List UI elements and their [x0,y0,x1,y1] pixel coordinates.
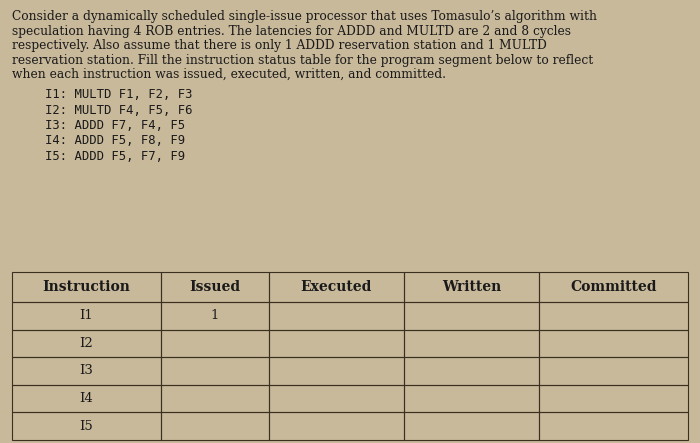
Text: I5: I5 [80,420,93,433]
Text: when each instruction was issued, executed, written, and committed.: when each instruction was issued, execut… [12,68,446,81]
Bar [269,357,404,385]
Bar [539,330,688,357]
Text: Issued: Issued [189,280,240,294]
Bar [12,302,161,330]
Bar [539,272,688,302]
Bar [161,302,269,330]
Bar [404,385,539,412]
Text: I2: I2 [80,337,93,350]
Bar [12,330,161,357]
Bar [12,357,161,385]
Bar [161,330,269,357]
Bar [539,412,688,440]
Text: I1: MULTD F1, F2, F3: I1: MULTD F1, F2, F3 [45,88,193,101]
Text: speculation having 4 ROB entries. The latencies for ADDD and MULTD are 2 and 8 c: speculation having 4 ROB entries. The la… [12,24,571,38]
Text: I5: ADDD F5, F7, F9: I5: ADDD F5, F7, F9 [45,150,185,163]
Bar [161,385,269,412]
Text: Committed: Committed [570,280,657,294]
Bar [539,385,688,412]
Bar [12,385,161,412]
Text: I1: I1 [80,309,93,323]
Bar [269,412,404,440]
Bar [269,385,404,412]
Bar [404,330,539,357]
Text: Consider a dynamically scheduled single-issue processor that uses Tomasulo’s alg: Consider a dynamically scheduled single-… [12,10,597,23]
Bar [404,302,539,330]
Bar [12,272,161,302]
Text: respectively. Also assume that there is only 1 ADDD reservation station and 1 MU: respectively. Also assume that there is … [12,39,547,52]
Text: I3: I3 [79,365,93,377]
Text: Written: Written [442,280,501,294]
Text: Instruction: Instruction [43,280,130,294]
Bar [161,412,269,440]
Bar [161,357,269,385]
Bar [539,302,688,330]
Bar [12,412,161,440]
Bar [404,412,539,440]
Text: I3: ADDD F7, F4, F5: I3: ADDD F7, F4, F5 [45,119,185,132]
Bar [404,272,539,302]
Bar [269,330,404,357]
Text: I2: MULTD F4, F5, F6: I2: MULTD F4, F5, F6 [45,104,193,117]
Bar [269,302,404,330]
Text: Executed: Executed [301,280,372,294]
Bar [404,357,539,385]
Bar [539,357,688,385]
Text: I4: ADDD F5, F8, F9: I4: ADDD F5, F8, F9 [45,135,185,148]
Text: I4: I4 [80,392,93,405]
Bar [269,272,404,302]
Text: 1: 1 [211,309,219,323]
Text: reservation station. Fill the instruction status table for the program segment b: reservation station. Fill the instructio… [12,54,594,66]
Bar [161,272,269,302]
